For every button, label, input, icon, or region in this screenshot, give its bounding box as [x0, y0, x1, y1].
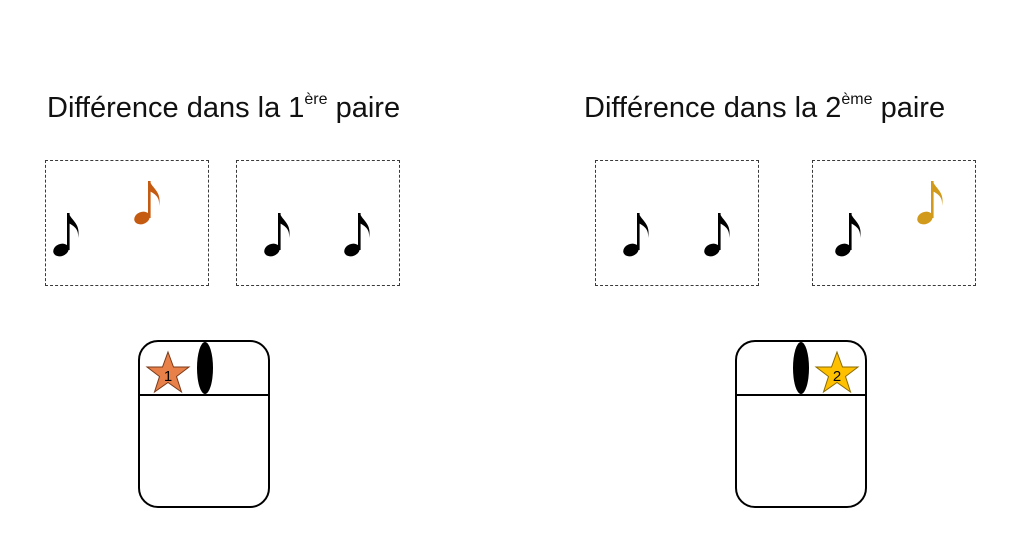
pair2-box-b	[812, 160, 976, 286]
pair1-box-b	[236, 160, 400, 286]
heading-first-pair-superscript: ère	[304, 91, 328, 108]
mouse-button-divider	[735, 394, 867, 396]
heading-first-pair-suffix: paire	[327, 92, 401, 124]
music-note-icon	[344, 213, 370, 257]
heading-first-pair: Différence dans la 1ère paire	[47, 92, 400, 123]
heading-second-pair-suffix: paire	[872, 92, 946, 124]
heading-second-pair-text: Différence dans la 2	[584, 92, 842, 124]
heading-second-pair: Différence dans la 2ème paire	[584, 92, 945, 123]
music-note-icon-different	[134, 181, 160, 225]
heading-second-pair-superscript: ème	[841, 91, 873, 108]
star-label-1: 1	[163, 368, 173, 385]
music-note-icon	[623, 213, 649, 257]
pair1-box-a	[45, 160, 209, 286]
star-label-2: 2	[832, 368, 842, 385]
mouse-right-click-diagram: 2	[735, 340, 867, 508]
music-note-icon	[704, 213, 730, 257]
music-note-icon-different	[917, 181, 943, 225]
pair2-box-a	[595, 160, 759, 286]
music-note-icon	[53, 213, 79, 257]
star-icon-left-button: 1	[143, 350, 193, 396]
mouse-button-divider	[138, 394, 270, 396]
mouse-wheel	[197, 342, 213, 394]
music-note-icon	[835, 213, 861, 257]
mouse-wheel	[793, 342, 809, 394]
mouse-left-click-diagram: 1	[138, 340, 270, 508]
heading-first-pair-text: Différence dans la 1	[47, 92, 305, 124]
star-icon-right-button: 2	[812, 350, 862, 396]
music-note-icon	[264, 213, 290, 257]
